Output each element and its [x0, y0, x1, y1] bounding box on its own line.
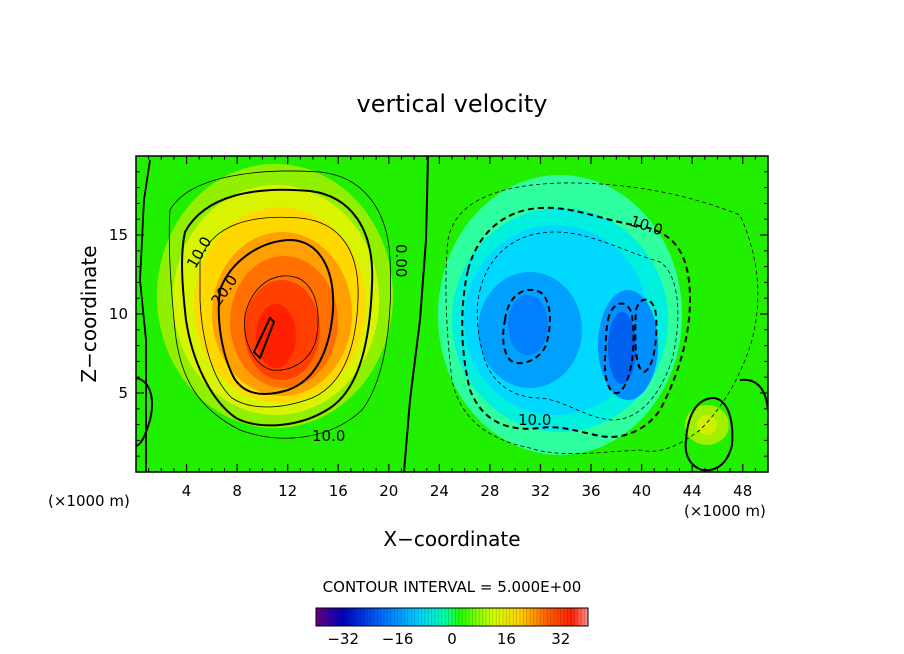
heatmap-field [136, 156, 768, 472]
y-axis-label: Z−coordinate [77, 245, 101, 382]
x-tick-label: 16 [329, 482, 348, 500]
contour-interval: CONTOUR INTERVAL = 5.000E+00 [323, 578, 582, 596]
x-tick-label: 40 [632, 482, 651, 500]
updraft-cell [157, 164, 393, 428]
chart-title: vertical velocity [357, 90, 548, 118]
x-tick-label: 36 [581, 482, 600, 500]
x-unit-left: (×1000 m) [48, 492, 130, 510]
contour-10-negative [461, 206, 692, 438]
x-tick-label: 28 [480, 482, 499, 500]
downdraft-cell [438, 175, 682, 455]
x-tick-label: 8 [232, 482, 242, 500]
colorbar-tick-label: −16 [382, 630, 414, 648]
x-tick-label: 48 [733, 482, 752, 500]
x-tick-label: 24 [430, 482, 449, 500]
x-tick-label: 32 [531, 482, 550, 500]
contour-label: 10.0 [312, 427, 345, 445]
colorbar-tick-label: 32 [551, 630, 570, 648]
y-tick-label: 10 [109, 305, 128, 323]
contour-20-positive [217, 238, 335, 395]
contour-label: 0.00 [392, 244, 410, 277]
x-tick-label: 12 [278, 482, 297, 500]
colorbar-tick-label: −32 [327, 630, 359, 648]
x-tick-label: 44 [683, 482, 702, 500]
colorbar-gradient [316, 608, 588, 626]
x-tick-label: 20 [379, 482, 398, 500]
x-tick-label: 4 [182, 482, 192, 500]
x-unit-right: (×1000 m) [684, 502, 766, 520]
x-axis-label: X−coordinate [383, 527, 520, 551]
contour-10-positive [181, 188, 374, 427]
y-tick-label: 15 [109, 226, 128, 244]
colorbar-tick-label: 0 [447, 630, 457, 648]
contour-lines [136, 156, 768, 472]
y-tick-label: 5 [118, 384, 128, 402]
colorbar: −32 −16 0 16 32 [315, 607, 589, 648]
contour-label: 10.0 [518, 411, 551, 429]
colorbar-frame [315, 607, 589, 627]
colorbar-tick-label: 16 [497, 630, 516, 648]
contour-zero-line [403, 156, 429, 472]
